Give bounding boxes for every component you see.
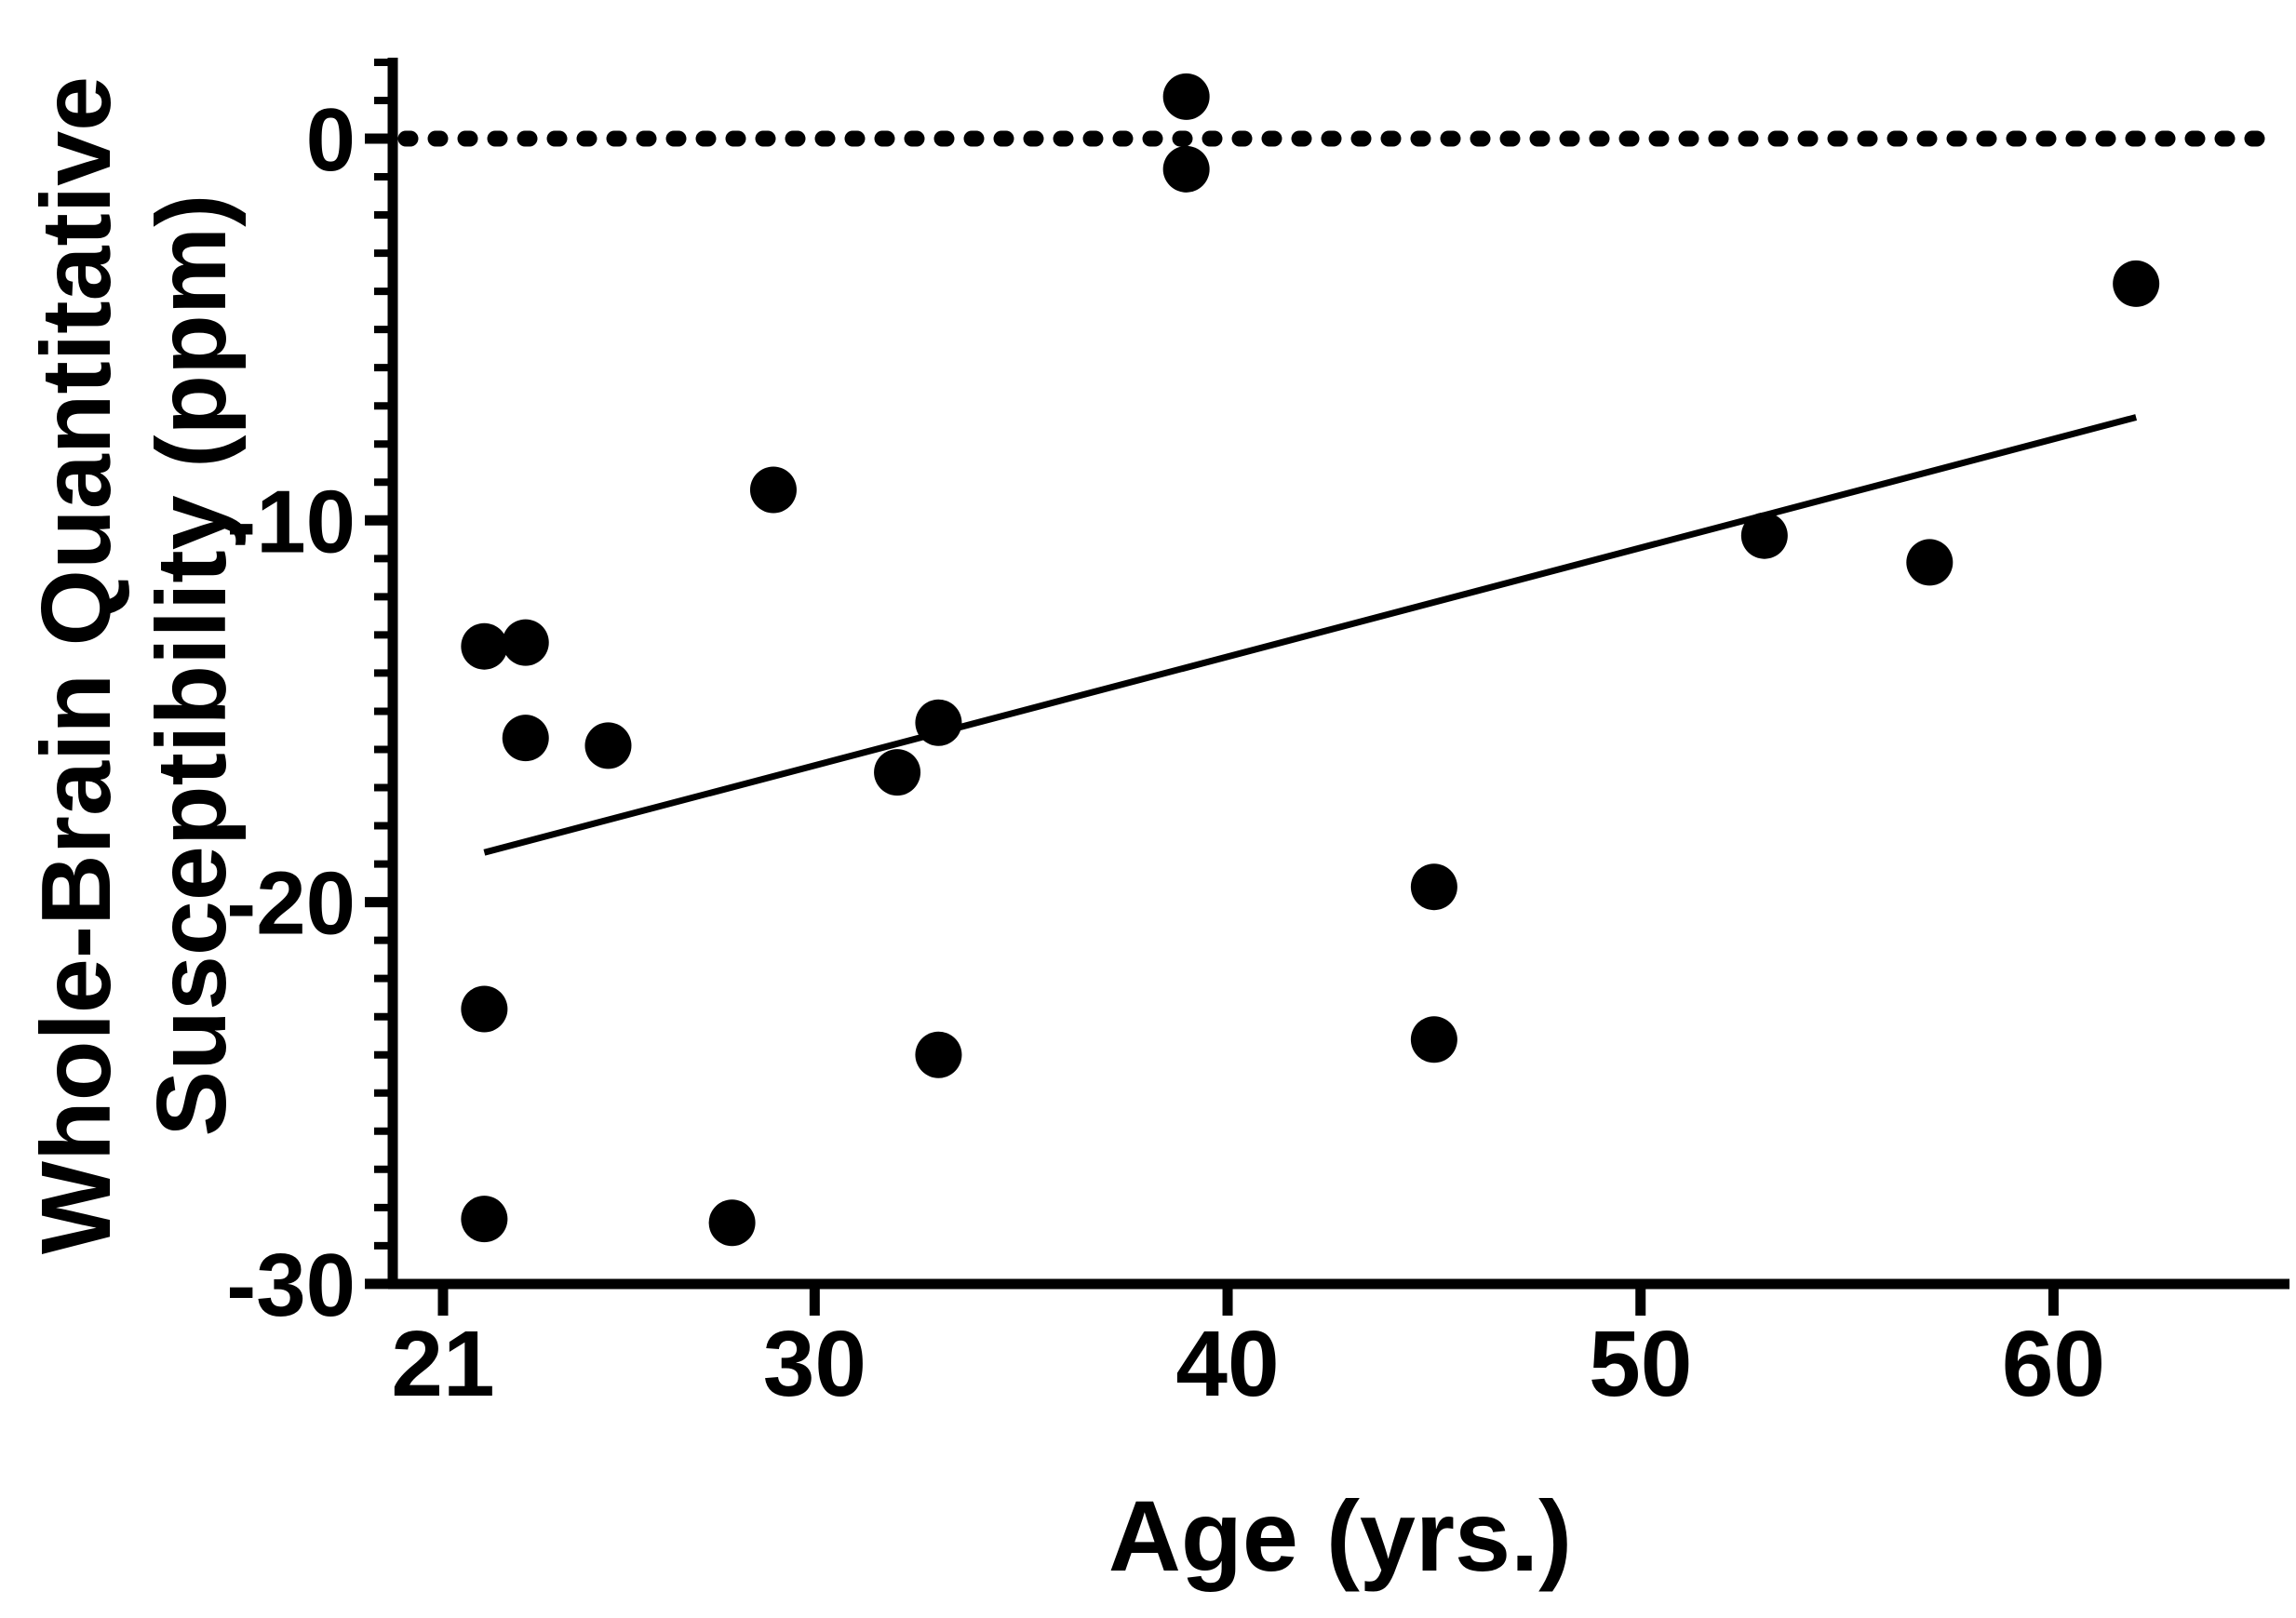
y-tick-label: 0 [306, 90, 356, 190]
y-tick-label: -30 [226, 1236, 356, 1335]
data-point [915, 1031, 962, 1078]
x-axis: 21 30 40 50 60 [388, 1278, 2289, 1416]
y-axis-tick-labels: 0 -10 -20 -30 [226, 90, 356, 1335]
x-tick-label: 40 [1175, 1312, 1279, 1416]
x-tick-label: 30 [763, 1312, 866, 1416]
data-point [2113, 260, 2160, 307]
data-point [1410, 863, 1457, 911]
data-point [1162, 73, 1210, 120]
data-point [502, 715, 549, 762]
data-point [502, 619, 549, 666]
x-axis-major-ticks [437, 1284, 2059, 1316]
y-axis: 0 -10 -20 -30 [226, 58, 398, 1335]
data-point [584, 722, 632, 769]
x-tick-label: 21 [391, 1312, 494, 1416]
data-point [1410, 1016, 1457, 1063]
data-points [461, 73, 2160, 1247]
data-point [1906, 539, 1954, 586]
data-point [915, 699, 962, 746]
data-point [461, 985, 508, 1033]
trend-line [483, 414, 2138, 856]
x-tick-label: 50 [1589, 1312, 1692, 1416]
y-axis-minor-ticks [374, 58, 393, 1250]
x-tick-label: 60 [2002, 1312, 2105, 1416]
data-point [461, 622, 508, 670]
data-point [708, 1199, 756, 1247]
y-axis-title-line-2: Susceptibility (ppm) [137, 194, 247, 1137]
data-point [1740, 512, 1788, 559]
y-axis-title-line-1: Whole-Brain Quantitative [21, 76, 131, 1254]
data-point [461, 1196, 508, 1243]
x-axis-title: Age (yrs.) [1108, 1479, 1572, 1592]
y-axis-major-ticks [365, 133, 393, 1290]
data-point [874, 749, 921, 796]
y-tick-label: -20 [226, 854, 356, 954]
data-point [1162, 145, 1210, 193]
regression-line [483, 414, 2138, 856]
y-tick-label: -10 [226, 472, 356, 571]
x-axis-tick-labels: 21 30 40 50 60 [391, 1312, 2105, 1416]
data-point [749, 466, 797, 514]
